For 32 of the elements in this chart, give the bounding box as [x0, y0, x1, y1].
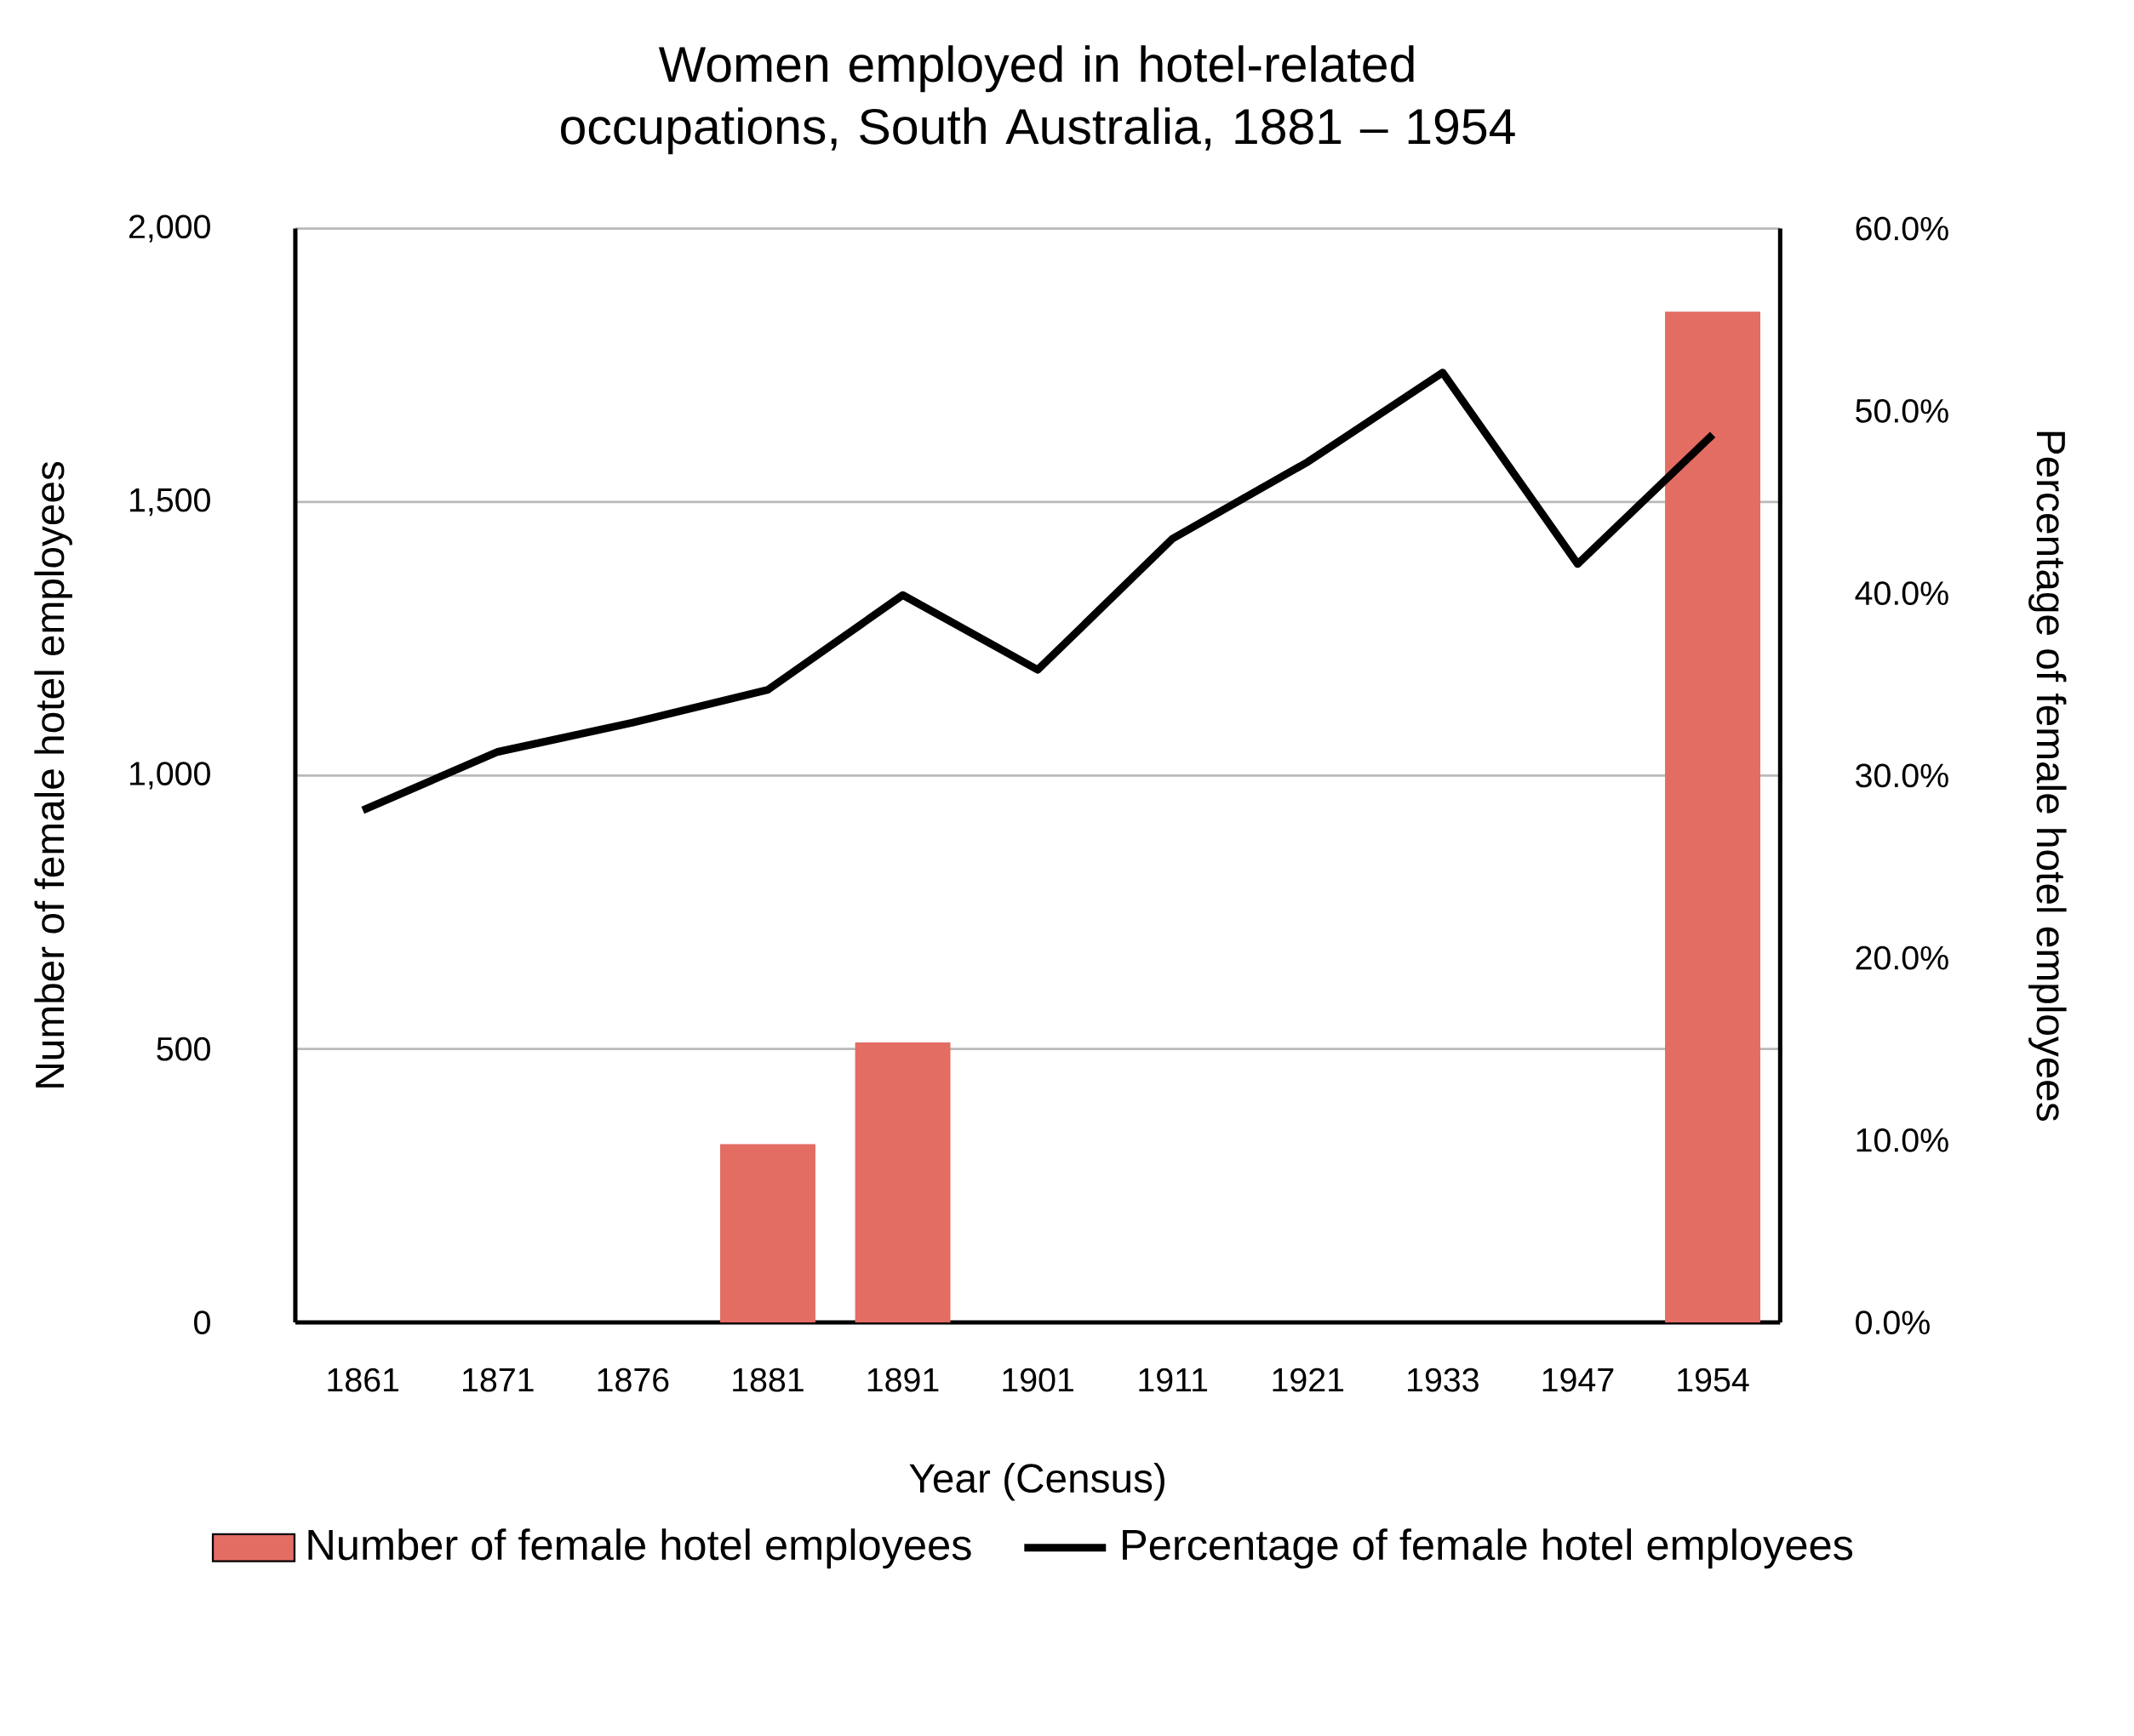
x-tick-label: 1921	[1273, 1368, 1344, 1392]
y-tick-label: 0	[194, 1311, 210, 1334]
y2-tick-label: 30.0%	[1856, 763, 1948, 788]
x-tick-label: 1881	[733, 1368, 804, 1392]
x-tick-label: 1933	[1408, 1368, 1479, 1392]
x-tick-label: 1947	[1542, 1368, 1614, 1392]
legend-label: Number of female hotel employees	[308, 1528, 971, 1569]
y-tick-label: 500	[157, 1036, 210, 1061]
y2-tick-label: 10.0%	[1857, 1128, 1948, 1152]
x-tick-label: 1911	[1139, 1368, 1208, 1392]
bar	[1665, 311, 1761, 1323]
legend-label: Percentage of female hotel employees	[1123, 1528, 1853, 1569]
y2-tick-label: 50.0%	[1856, 398, 1948, 423]
x-tick-label: 1954	[1678, 1368, 1749, 1392]
x-axis-title: Year (Census)	[909, 1462, 1164, 1501]
x-tick-label: 1891	[867, 1368, 939, 1392]
x-tick-label: 1901	[1003, 1368, 1073, 1392]
x-tick-label: 1861	[328, 1368, 399, 1392]
bar	[720, 1144, 815, 1323]
y2-tick-label: 0.0%	[1856, 1311, 1930, 1334]
y-tick-label: 1,500	[129, 488, 210, 517]
chart-title: Women employed in hotel-related occupations, South Australia, 1881 – 1954	[561, 45, 1515, 155]
bar	[855, 1042, 951, 1323]
y2-tick-label: 60.0%	[1856, 216, 1948, 241]
y-tick-label: 2,000	[129, 214, 210, 243]
y2-axis-title: Percentage of female hotel employees	[2028, 431, 2067, 1121]
x-tick-label: 1876	[598, 1368, 669, 1392]
y2-tick-label: 40.0%	[1855, 581, 1948, 605]
y-tick-label: 1,000	[129, 762, 210, 790]
y-axis-title: Number of female hotel employees	[34, 461, 72, 1088]
y2-tick-label: 20.0%	[1856, 945, 1948, 970]
x-tick-label: 1871	[463, 1368, 534, 1392]
